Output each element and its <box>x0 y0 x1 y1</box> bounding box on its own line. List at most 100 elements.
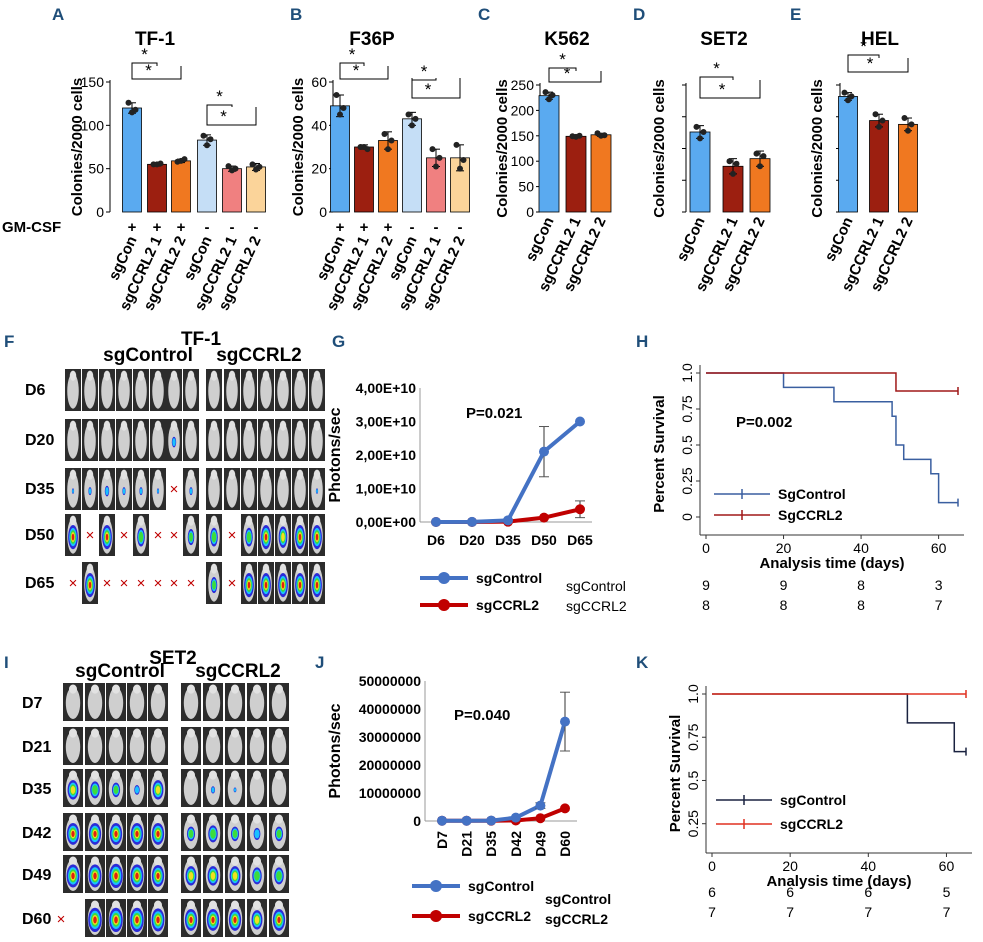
panel-j-risk-label-sgcontrol: sgControl <box>545 891 611 907</box>
signal-red <box>71 830 75 837</box>
x-tick-label: sgCon <box>673 215 708 264</box>
risk-count: 8 <box>702 597 710 613</box>
significance-asterisk: * <box>349 45 356 64</box>
dead-mark: × <box>120 527 129 544</box>
data-point <box>204 142 210 149</box>
mouse-head <box>210 420 218 431</box>
mouse-image <box>133 419 149 461</box>
signal-yellow <box>281 532 285 542</box>
mouse-body <box>208 373 220 409</box>
mouse-head <box>69 370 77 381</box>
mouse-image <box>258 514 274 556</box>
signal-cyan <box>134 786 140 794</box>
y-axis-label: Photons/sec <box>327 703 344 798</box>
legend-label: SgControl <box>778 486 846 502</box>
signal-red <box>71 872 75 880</box>
mouse-body <box>205 687 221 719</box>
mouse-image <box>203 727 223 765</box>
mouse-head <box>262 420 270 431</box>
mouse-image <box>206 514 222 556</box>
significance-bracket <box>847 54 880 58</box>
mouse-body <box>271 687 287 719</box>
y-tick-label: 50000000 <box>359 673 422 689</box>
mouse-image <box>63 813 83 851</box>
signal-green <box>246 531 252 543</box>
y-tick-label: 40000000 <box>359 701 422 717</box>
signal-red <box>71 533 75 541</box>
signal-red <box>264 533 268 541</box>
mouse-image <box>203 683 223 721</box>
signal-cyan <box>105 487 109 496</box>
y-tick-label: 60 <box>311 74 327 90</box>
signal-red <box>135 830 139 837</box>
mouse-image <box>241 514 257 556</box>
mouse-image <box>225 683 245 721</box>
mouse-head <box>103 370 111 381</box>
legend-label: sgControl <box>780 792 846 808</box>
legend-label: sgCCRL2 <box>476 597 539 613</box>
mouse-image <box>309 369 325 411</box>
mouse-image <box>183 468 199 510</box>
y-tick-label: 40 <box>311 117 327 133</box>
mouse-body <box>205 731 221 763</box>
condition-sign: + <box>153 219 162 236</box>
mouse-head <box>313 370 321 381</box>
y-tick-label: 250 <box>511 77 535 93</box>
y-tick-label: 0 <box>319 204 327 220</box>
mouse-head <box>86 469 94 480</box>
p-value-annotation: P=0.040 <box>454 707 510 724</box>
mouse-head <box>86 420 94 431</box>
mouse-image <box>275 562 291 604</box>
signal-green <box>276 829 282 839</box>
mouse-image <box>275 514 291 556</box>
significance-asterisk: * <box>353 61 360 80</box>
mouse-head <box>133 856 141 866</box>
mouse-head <box>231 770 239 780</box>
data-point <box>535 800 546 811</box>
mouse-head <box>133 770 141 780</box>
mouse-image <box>106 769 126 807</box>
mouse-head <box>275 684 283 694</box>
significance-bracket <box>847 58 909 73</box>
data-point <box>437 815 447 826</box>
mouse-head <box>154 770 162 780</box>
y-tick-label: 0.75 <box>685 723 701 750</box>
mouse-head <box>210 563 218 574</box>
mouse-image <box>85 813 105 851</box>
mouse-head <box>69 515 77 526</box>
mouse-image <box>292 419 308 461</box>
mouse-body <box>67 373 79 409</box>
risk-count: 6 <box>786 884 794 900</box>
mouse-body <box>135 373 147 409</box>
signal-red <box>88 581 92 589</box>
data-point <box>431 516 441 527</box>
mouse-head <box>253 770 261 780</box>
mouse-head <box>296 563 304 574</box>
mouse-image <box>309 419 325 461</box>
mouse-image <box>258 562 274 604</box>
mouse-head <box>69 728 77 738</box>
dead-mark: × <box>137 575 146 592</box>
data-point <box>872 111 879 118</box>
mouse-head <box>112 900 120 910</box>
series-line-sgControl <box>435 419 582 524</box>
panel-j-line-chart: 0 10000000 20000000 30000000 40000000 5000000… <box>327 673 577 924</box>
mouse-image <box>166 419 182 461</box>
signal-red <box>93 916 97 924</box>
significance-bracket <box>206 104 233 107</box>
condition-sign: - <box>434 219 439 236</box>
data-point <box>848 93 855 100</box>
mouse-image <box>116 369 132 411</box>
mouse-body <box>227 687 243 719</box>
signal-cyan <box>254 829 260 839</box>
signal-cyan <box>88 488 92 495</box>
panel-i-label: I <box>4 653 9 672</box>
y-axis-label: Colonies/2000 cells <box>651 79 668 217</box>
p-value-annotation: P=0.021 <box>466 405 522 422</box>
mouse-head <box>69 684 77 694</box>
mouse-image <box>203 769 223 807</box>
mouse-head <box>228 469 236 480</box>
bar <box>538 95 560 213</box>
mouse-image <box>106 855 126 893</box>
